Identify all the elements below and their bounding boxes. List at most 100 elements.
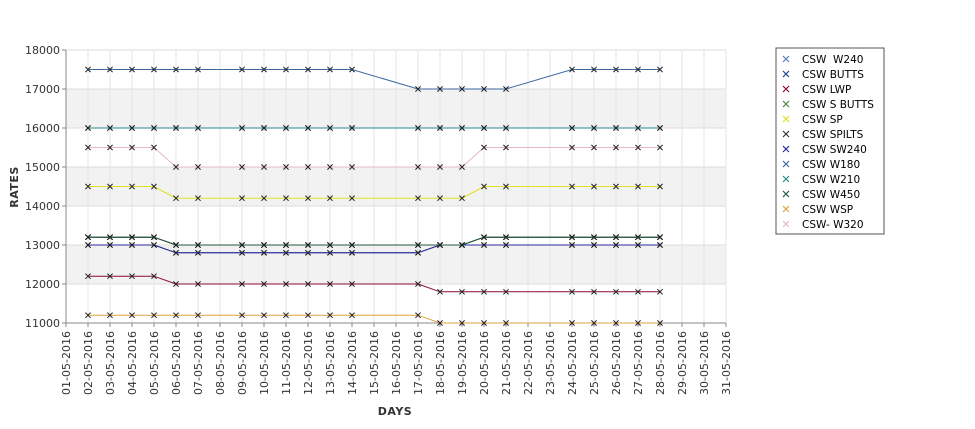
data-point xyxy=(85,312,91,319)
data-point xyxy=(195,125,201,131)
data-point xyxy=(415,164,421,170)
series-line xyxy=(88,244,660,254)
data-point xyxy=(261,312,267,319)
data-point xyxy=(503,320,509,326)
data-point xyxy=(591,288,597,295)
x-tick-label: 22-05-2016 xyxy=(522,331,535,395)
data-point xyxy=(327,312,333,319)
data-point xyxy=(173,164,179,170)
data-point xyxy=(503,86,509,92)
legend-label: CSW W210 xyxy=(802,174,860,186)
legend-marker xyxy=(782,85,790,93)
x-tick-label: 24-05-2016 xyxy=(566,331,579,395)
data-point xyxy=(173,312,179,319)
data-point xyxy=(657,144,663,151)
data-point xyxy=(635,66,641,73)
data-point xyxy=(195,195,201,202)
legend-marker xyxy=(782,130,790,138)
data-point xyxy=(85,66,91,73)
legend-item: CSW BUTTS xyxy=(782,69,864,81)
data-point xyxy=(415,312,421,319)
data-point xyxy=(129,242,135,248)
x-tick-label: 07-05-2016 xyxy=(192,331,205,395)
data-point xyxy=(503,242,509,248)
data-point xyxy=(129,234,135,241)
data-point xyxy=(107,125,113,131)
data-point xyxy=(415,125,421,131)
y-tick-label: 14000 xyxy=(25,200,60,213)
y-tick-label: 12000 xyxy=(25,278,60,291)
data-point xyxy=(283,312,289,319)
y-tick-label: 15000 xyxy=(25,161,60,174)
data-point xyxy=(613,288,619,295)
data-point xyxy=(195,164,201,170)
data-point xyxy=(305,66,311,73)
data-point xyxy=(173,249,179,256)
data-point xyxy=(569,144,575,151)
data-point xyxy=(327,125,333,131)
data-point xyxy=(635,288,641,295)
data-point xyxy=(195,66,201,73)
data-point xyxy=(85,183,91,190)
data-point xyxy=(349,312,355,319)
data-point xyxy=(503,144,509,151)
x-tick-label: 31-05-2016 xyxy=(720,331,733,395)
x-tick-label: 19-05-2016 xyxy=(456,331,469,395)
legend-marker xyxy=(782,100,790,108)
data-point xyxy=(107,144,113,151)
data-point xyxy=(657,242,663,248)
legend-item: CSW- W320 xyxy=(782,219,864,231)
legend-item: CSW SW240 xyxy=(782,144,867,156)
data-point xyxy=(173,66,179,73)
data-point xyxy=(173,195,179,202)
x-tick-label: 28-05-2016 xyxy=(654,331,667,395)
data-point xyxy=(613,320,619,326)
data-point xyxy=(459,195,465,202)
data-point xyxy=(415,195,421,202)
legend-marker xyxy=(782,70,790,78)
legend-label: CSW W180 xyxy=(802,159,860,171)
data-point xyxy=(657,320,663,326)
data-point xyxy=(591,242,597,248)
series-9 xyxy=(85,234,663,248)
data-point xyxy=(437,164,443,170)
data-point xyxy=(85,125,91,131)
data-point xyxy=(657,288,663,295)
x-tick-label: 26-05-2016 xyxy=(610,331,623,395)
data-point xyxy=(151,242,157,248)
data-point xyxy=(107,66,113,73)
data-point xyxy=(85,273,91,280)
data-point xyxy=(437,195,443,202)
x-tick-label: 11-05-2016 xyxy=(280,331,293,395)
data-point xyxy=(85,234,91,241)
data-point xyxy=(151,183,157,190)
data-point xyxy=(283,195,289,202)
data-point xyxy=(239,249,245,256)
data-point xyxy=(569,66,575,73)
x-tick-label: 15-05-2016 xyxy=(368,331,381,395)
y-tick-label: 18000 xyxy=(25,44,60,57)
data-point xyxy=(635,125,641,131)
data-point xyxy=(305,312,311,319)
data-point xyxy=(305,164,311,170)
legend-item: CSW SPILTS xyxy=(782,129,864,141)
x-tick-label: 16-05-2016 xyxy=(390,331,403,395)
data-point xyxy=(239,242,245,248)
legend-label: CSW- W320 xyxy=(802,219,864,231)
legend-marker xyxy=(782,115,790,123)
data-point xyxy=(591,320,597,326)
legend-label: CSW SPILTS xyxy=(802,129,864,141)
series-8 xyxy=(85,125,663,131)
data-point xyxy=(305,249,311,256)
data-point xyxy=(635,234,641,241)
data-point xyxy=(261,242,267,248)
data-point xyxy=(151,66,157,73)
data-point xyxy=(107,234,113,241)
legend-label: CSW SP xyxy=(802,114,843,126)
series-10 xyxy=(85,312,663,326)
data-point xyxy=(437,242,443,248)
data-point xyxy=(327,281,333,287)
data-point xyxy=(349,125,355,131)
data-point xyxy=(481,144,487,151)
